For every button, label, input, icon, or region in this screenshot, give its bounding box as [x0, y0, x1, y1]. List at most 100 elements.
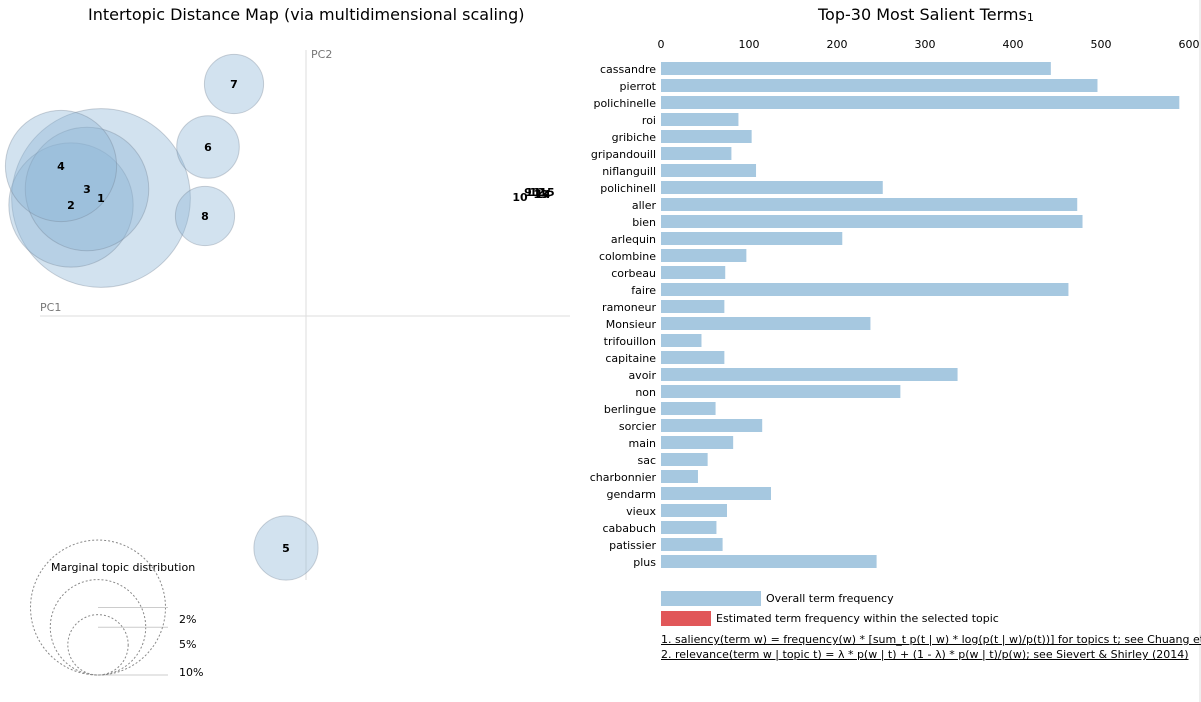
term-bar-vieux[interactable]	[661, 504, 727, 517]
topic-circle-3[interactable]	[24, 126, 150, 252]
term-label-cassandre: cassandre	[600, 63, 656, 76]
term-bar-trifouillon[interactable]	[661, 334, 702, 347]
term-bar-gribiche[interactable]	[661, 130, 752, 143]
topic-circle-4[interactable]	[4, 109, 118, 223]
legend-estimated-swatch	[661, 611, 711, 626]
size-legend-circle-1	[67, 614, 129, 676]
topic-label-12: 12	[529, 186, 544, 199]
term-bar-faire[interactable]	[661, 283, 1069, 296]
term-bar-ramoneur[interactable]	[661, 300, 725, 313]
x-tick-label-500: 500	[1091, 38, 1112, 51]
topic-label-14: 14	[535, 188, 551, 201]
term-label-non: non	[635, 386, 656, 399]
term-label-ramoneur: ramoneur	[602, 301, 656, 314]
term-bar-sac[interactable]	[661, 453, 708, 466]
term-bar-colombine[interactable]	[661, 249, 747, 262]
term-label-vieux: vieux	[626, 505, 656, 518]
topic-circle-6[interactable]	[176, 115, 240, 179]
term-label-pierrot: pierrot	[620, 80, 657, 93]
term-label-faire: faire	[631, 284, 656, 297]
intertopic-map-title: Intertopic Distance Map (via multidimens…	[88, 5, 525, 24]
term-label-capitaine: capitaine	[605, 352, 656, 365]
topic-label-4: 4	[57, 160, 65, 173]
term-label-sac: sac	[637, 454, 656, 467]
topic-circle-5[interactable]	[253, 515, 319, 581]
term-label-trifouillon: trifouillon	[604, 335, 656, 348]
term-bar-arlequin[interactable]	[661, 232, 843, 245]
x-tick-label-300: 300	[915, 38, 936, 51]
size-legend-label-3: 10%	[179, 666, 203, 679]
topic-label-8: 8	[201, 210, 209, 223]
term-label-patissier: patissier	[609, 539, 656, 552]
term-label-gripandouill: gripandouill	[591, 148, 656, 161]
term-label-monsieur: Monsieur	[606, 318, 657, 331]
term-label-polichinell: polichinell	[600, 182, 656, 195]
term-bar-plus[interactable]	[661, 555, 877, 568]
term-bar-patissier[interactable]	[661, 538, 723, 551]
term-bar-charbonnier[interactable]	[661, 470, 698, 483]
size-legend-label-1: 2%	[179, 613, 196, 626]
x-tick-label-200: 200	[827, 38, 848, 51]
term-label-aller: aller	[632, 199, 657, 212]
term-label-avoir: avoir	[628, 369, 656, 382]
topic-circle-7[interactable]	[203, 53, 265, 115]
term-bar-non[interactable]	[661, 385, 901, 398]
term-bar-cassandre[interactable]	[661, 62, 1051, 75]
term-label-gendarm: gendarm	[607, 488, 657, 501]
topic-circle-8[interactable]	[174, 185, 236, 247]
term-label-niflanguill: niflanguill	[602, 165, 656, 178]
term-bar-monsieur[interactable]	[661, 317, 871, 330]
topic-circle-1[interactable]	[11, 108, 191, 288]
salient-terms-title-footnote: 1	[1026, 11, 1034, 24]
topic-label-2: 2	[67, 199, 75, 212]
term-bar-niflanguill[interactable]	[661, 164, 757, 177]
term-bar-polichinelle[interactable]	[661, 96, 1180, 109]
size-legend-label-2: 5%	[179, 638, 196, 651]
legend-estimated-label: Estimated term frequency within the sele…	[716, 612, 999, 625]
term-bar-main[interactable]	[661, 436, 734, 449]
size-legend-title: Marginal topic distribution	[51, 561, 195, 574]
term-bar-avoir[interactable]	[661, 368, 958, 381]
topic-label-11: 11	[525, 186, 540, 199]
topic-label-7: 7	[230, 78, 238, 91]
x-tick-label-400: 400	[1003, 38, 1024, 51]
term-bar-aller[interactable]	[661, 198, 1078, 211]
topic-circle-2[interactable]	[8, 142, 134, 268]
legend-overall-swatch	[661, 591, 761, 606]
salient-terms-title: Top-30 Most Salient Terms1	[818, 5, 1034, 24]
topic-label-6: 6	[204, 141, 212, 154]
term-label-polichinelle: polichinelle	[593, 97, 656, 110]
term-label-roi: roi	[642, 114, 656, 127]
term-label-main: main	[629, 437, 657, 450]
term-bar-pierrot[interactable]	[661, 79, 1098, 92]
topic-label-13: 13	[533, 188, 548, 201]
term-bar-gripandouill[interactable]	[661, 147, 732, 160]
pc1-axis-label: PC1	[40, 301, 61, 314]
term-bar-polichinell[interactable]	[661, 181, 883, 194]
topic-label-3: 3	[83, 183, 91, 196]
term-label-sorcier: sorcier	[619, 420, 657, 433]
topic-label-9: 9	[524, 186, 532, 199]
term-bar-sorcier[interactable]	[661, 419, 763, 432]
pc2-axis-label: PC2	[311, 48, 332, 61]
relevance-footnote[interactable]: 2. relevance(term w | topic t) = λ * p(w…	[661, 648, 1189, 661]
term-label-corbeau: corbeau	[611, 267, 656, 280]
term-bar-cababuch[interactable]	[661, 521, 717, 534]
term-bar-gendarm[interactable]	[661, 487, 771, 500]
salient-terms-title-text: Top-30 Most Salient Terms	[818, 5, 1027, 24]
x-tick-label-600: 600	[1179, 38, 1200, 51]
term-label-bien: bien	[632, 216, 656, 229]
term-label-gribiche: gribiche	[612, 131, 657, 144]
term-bar-bien[interactable]	[661, 215, 1083, 228]
term-label-arlequin: arlequin	[611, 233, 656, 246]
term-bar-berlingue[interactable]	[661, 402, 716, 415]
term-bar-capitaine[interactable]	[661, 351, 725, 364]
term-label-cababuch: cababuch	[603, 522, 657, 535]
saliency-footnote[interactable]: 1. saliency(term w) = frequency(w) * [su…	[661, 633, 1201, 646]
topic-label-15: 15	[539, 186, 554, 199]
term-label-charbonnier: charbonnier	[590, 471, 657, 484]
term-bar-roi[interactable]	[661, 113, 739, 126]
term-bar-corbeau[interactable]	[661, 266, 726, 279]
term-label-berlingue: berlingue	[604, 403, 656, 416]
